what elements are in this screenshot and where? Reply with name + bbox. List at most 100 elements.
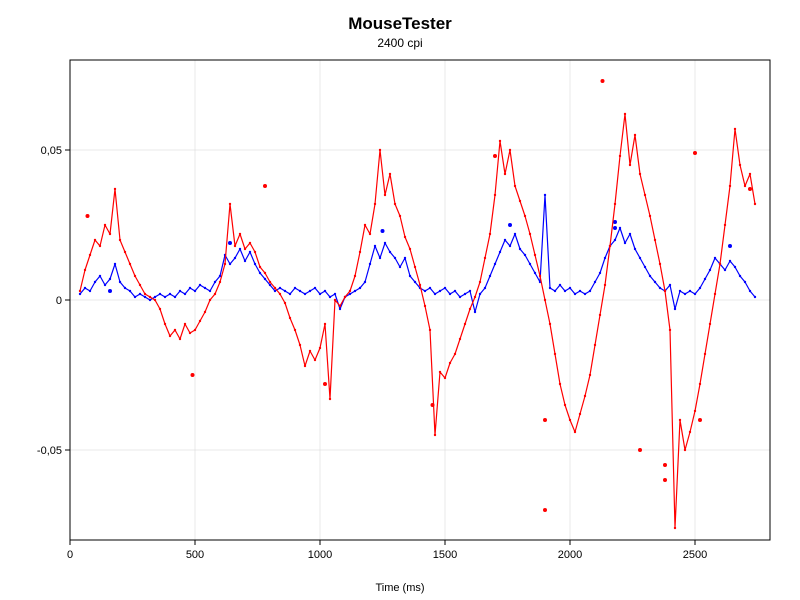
series-point-x_velocity bbox=[179, 290, 181, 292]
series-point-x_velocity bbox=[394, 257, 396, 259]
series-point-y_velocity bbox=[179, 338, 181, 340]
series-point-y_velocity bbox=[619, 155, 621, 157]
series-point-x_velocity bbox=[264, 278, 266, 280]
series-point-y_velocity bbox=[224, 263, 226, 265]
series-point-x_velocity bbox=[94, 281, 96, 283]
series-point-x_velocity bbox=[604, 257, 606, 259]
series-outlier-y_velocity bbox=[663, 463, 667, 467]
series-point-y_velocity bbox=[269, 281, 271, 283]
series-point-x_velocity bbox=[444, 287, 446, 289]
series-point-x_velocity bbox=[174, 296, 176, 298]
series-point-y_velocity bbox=[129, 263, 131, 265]
x-tick-label: 1500 bbox=[433, 549, 457, 561]
series-point-y_velocity bbox=[724, 224, 726, 226]
y-tick-label: -0,05 bbox=[37, 445, 62, 457]
series-point-y_velocity bbox=[489, 233, 491, 235]
series-point-x_velocity bbox=[324, 290, 326, 292]
series-point-y_velocity bbox=[649, 215, 651, 217]
series-point-y_velocity bbox=[254, 251, 256, 253]
series-point-y_velocity bbox=[514, 185, 516, 187]
series-point-y_velocity bbox=[204, 311, 206, 313]
series-point-y_velocity bbox=[289, 317, 291, 319]
series-point-x_velocity bbox=[734, 266, 736, 268]
series-outlier-y_velocity bbox=[323, 382, 327, 386]
series-point-x_velocity bbox=[454, 290, 456, 292]
series-point-y_velocity bbox=[314, 359, 316, 361]
series-point-x_velocity bbox=[729, 260, 731, 262]
series-point-x_velocity bbox=[749, 290, 751, 292]
series-point-x_velocity bbox=[294, 287, 296, 289]
series-point-y_velocity bbox=[304, 365, 306, 367]
series-point-x_velocity bbox=[714, 257, 716, 259]
series-point-x_velocity bbox=[129, 290, 131, 292]
series-point-x_velocity bbox=[384, 242, 386, 244]
series-point-y_velocity bbox=[124, 251, 126, 253]
series-point-y_velocity bbox=[589, 374, 591, 376]
series-point-x_velocity bbox=[569, 287, 571, 289]
series-point-y_velocity bbox=[534, 254, 536, 256]
series-point-y_velocity bbox=[674, 527, 676, 529]
series-point-x_velocity bbox=[409, 275, 411, 277]
series-point-x_velocity bbox=[634, 248, 636, 250]
series-point-x_velocity bbox=[414, 281, 416, 283]
series-point-x_velocity bbox=[639, 257, 641, 259]
series-point-x_velocity bbox=[159, 293, 161, 295]
series-point-y_velocity bbox=[84, 269, 86, 271]
series-point-y_velocity bbox=[109, 233, 111, 235]
series-point-y_velocity bbox=[579, 413, 581, 415]
series-point-y_velocity bbox=[244, 248, 246, 250]
series-point-y_velocity bbox=[149, 296, 151, 298]
series-point-x_velocity bbox=[289, 293, 291, 295]
series-point-y_velocity bbox=[219, 281, 221, 283]
series-point-x_velocity bbox=[644, 266, 646, 268]
series-point-x_velocity bbox=[119, 281, 121, 283]
series-point-x_velocity bbox=[519, 248, 521, 250]
series-point-y_velocity bbox=[444, 377, 446, 379]
series-point-y_velocity bbox=[154, 299, 156, 301]
series-point-x_velocity bbox=[619, 227, 621, 229]
series-point-y_velocity bbox=[319, 347, 321, 349]
series-point-y_velocity bbox=[274, 287, 276, 289]
series-point-y_velocity bbox=[334, 299, 336, 301]
series-point-x_velocity bbox=[699, 287, 701, 289]
series-point-x_velocity bbox=[369, 263, 371, 265]
series-outlier-y_velocity bbox=[693, 151, 697, 155]
series-point-x_velocity bbox=[349, 293, 351, 295]
series-point-x_velocity bbox=[449, 293, 451, 295]
series-point-x_velocity bbox=[104, 284, 106, 286]
series-point-x_velocity bbox=[84, 287, 86, 289]
series-point-y_velocity bbox=[189, 332, 191, 334]
series-point-y_velocity bbox=[709, 323, 711, 325]
series-point-y_velocity bbox=[229, 203, 231, 205]
series-point-x_velocity bbox=[499, 251, 501, 253]
series-point-x_velocity bbox=[99, 275, 101, 277]
series-point-y_velocity bbox=[349, 290, 351, 292]
series-point-x_velocity bbox=[694, 293, 696, 295]
velocity-chart: 05001000150020002500-0,0500,05 bbox=[0, 0, 800, 600]
series-point-x_velocity bbox=[689, 290, 691, 292]
series-point-x_velocity bbox=[709, 269, 711, 271]
series-point-y_velocity bbox=[249, 242, 251, 244]
series-point-y_velocity bbox=[684, 449, 686, 451]
series-point-y_velocity bbox=[389, 173, 391, 175]
series-point-x_velocity bbox=[744, 281, 746, 283]
series-point-y_velocity bbox=[144, 293, 146, 295]
series-point-y_velocity bbox=[384, 194, 386, 196]
series-point-y_velocity bbox=[474, 296, 476, 298]
series-point-y_velocity bbox=[329, 398, 331, 400]
series-point-x_velocity bbox=[654, 281, 656, 283]
x-tick-label: 500 bbox=[186, 549, 204, 561]
x-tick-label: 0 bbox=[67, 549, 73, 561]
series-point-x_velocity bbox=[479, 293, 481, 295]
series-point-x_velocity bbox=[269, 284, 271, 286]
series-point-x_velocity bbox=[724, 269, 726, 271]
series-point-y_velocity bbox=[689, 431, 691, 433]
series-point-x_velocity bbox=[139, 293, 141, 295]
series-point-x_velocity bbox=[579, 290, 581, 292]
series-outlier-y_velocity bbox=[748, 187, 752, 191]
series-point-x_velocity bbox=[669, 284, 671, 286]
series-point-x_velocity bbox=[679, 290, 681, 292]
series-point-y_velocity bbox=[429, 329, 431, 331]
series-point-y_velocity bbox=[379, 149, 381, 151]
series-point-y_velocity bbox=[564, 404, 566, 406]
